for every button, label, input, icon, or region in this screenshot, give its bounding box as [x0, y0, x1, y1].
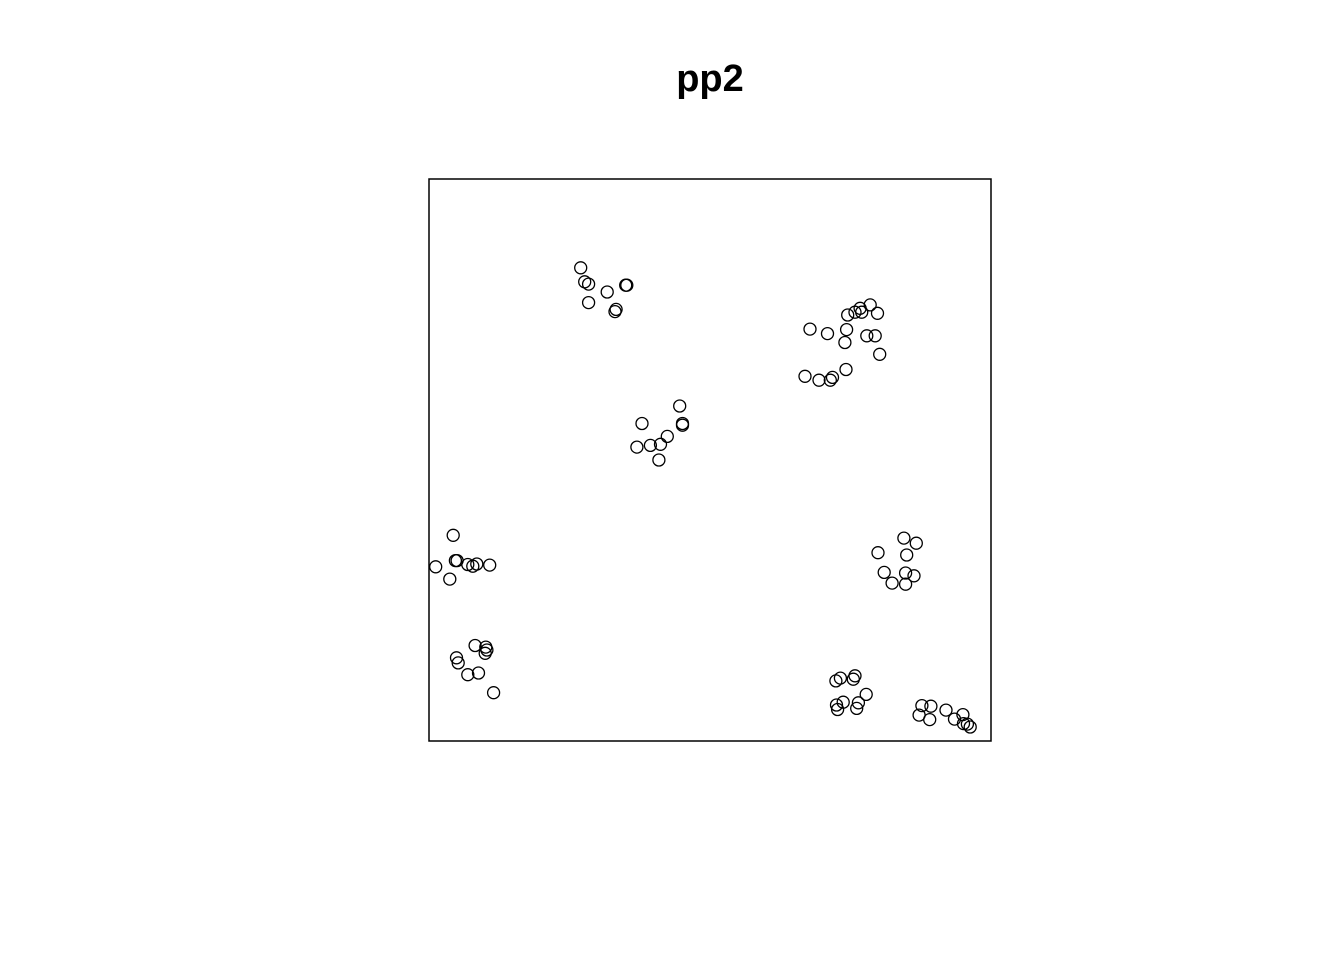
data-point-46	[909, 536, 923, 550]
data-point-62	[486, 686, 501, 700]
data-point-44	[483, 558, 497, 572]
data-point-16	[855, 305, 869, 319]
data-point-27	[673, 399, 687, 413]
data-point-75	[939, 703, 953, 717]
data-point-34	[630, 440, 644, 454]
data-point-63	[829, 674, 843, 688]
data-point-3	[581, 295, 596, 310]
data-point-25	[798, 369, 812, 383]
data-point-39	[429, 560, 443, 574]
data-point-24	[823, 373, 837, 387]
data-point-19	[860, 329, 874, 343]
data-point-66	[848, 669, 862, 683]
data-point-58	[449, 651, 464, 665]
data-point-26	[812, 373, 826, 387]
data-point-49	[877, 565, 891, 580]
data-point-67	[859, 687, 873, 702]
chart-title: pp2	[676, 58, 744, 100]
data-point-82	[963, 720, 977, 734]
data-point-40	[443, 572, 457, 586]
data-point-13	[841, 308, 855, 322]
data-point-6	[620, 278, 634, 292]
data-point-11	[838, 335, 852, 350]
data-point-17	[863, 298, 877, 312]
data-point-73	[915, 698, 929, 713]
plot-frame	[428, 178, 992, 742]
data-point-35	[652, 453, 666, 467]
data-point-80	[956, 716, 971, 731]
data-point-59	[451, 656, 465, 670]
data-point-4	[600, 285, 614, 299]
data-point-12	[839, 322, 854, 337]
data-point-57	[478, 646, 492, 660]
data-point-31	[660, 429, 674, 444]
data-point-20	[868, 329, 882, 343]
data-point-72	[850, 701, 864, 716]
data-point-32	[653, 437, 668, 451]
data-point-22	[839, 362, 853, 377]
data-point-81	[960, 717, 975, 731]
data-point-36	[446, 528, 460, 542]
data-point-2	[581, 277, 596, 291]
data-point-70	[830, 702, 845, 717]
data-point-53	[898, 577, 913, 591]
data-point-5	[619, 278, 633, 292]
data-point-52	[885, 576, 899, 590]
data-point-33	[643, 438, 658, 453]
data-point-45	[897, 531, 911, 545]
data-point-10	[820, 326, 835, 341]
data-point-21	[873, 347, 887, 361]
data-point-71	[851, 696, 866, 710]
data-point-0	[574, 261, 588, 275]
data-point-47	[871, 546, 885, 560]
data-point-61	[471, 666, 486, 680]
data-point-9	[803, 322, 817, 336]
data-point-50	[898, 566, 913, 580]
data-point-30	[635, 416, 649, 431]
data-point-29	[675, 418, 690, 432]
data-point-77	[923, 712, 937, 727]
data-point-51	[907, 569, 921, 583]
data-point-69	[829, 698, 844, 712]
data-point-48	[900, 548, 914, 562]
data-point-8	[608, 304, 622, 319]
data-point-54	[468, 638, 482, 653]
data-point-64	[833, 671, 848, 685]
points-layer	[429, 261, 977, 734]
data-point-74	[924, 699, 938, 713]
data-point-60	[461, 668, 475, 682]
data-point-18	[870, 306, 885, 320]
data-point-43	[470, 557, 484, 571]
data-point-23	[825, 370, 840, 385]
